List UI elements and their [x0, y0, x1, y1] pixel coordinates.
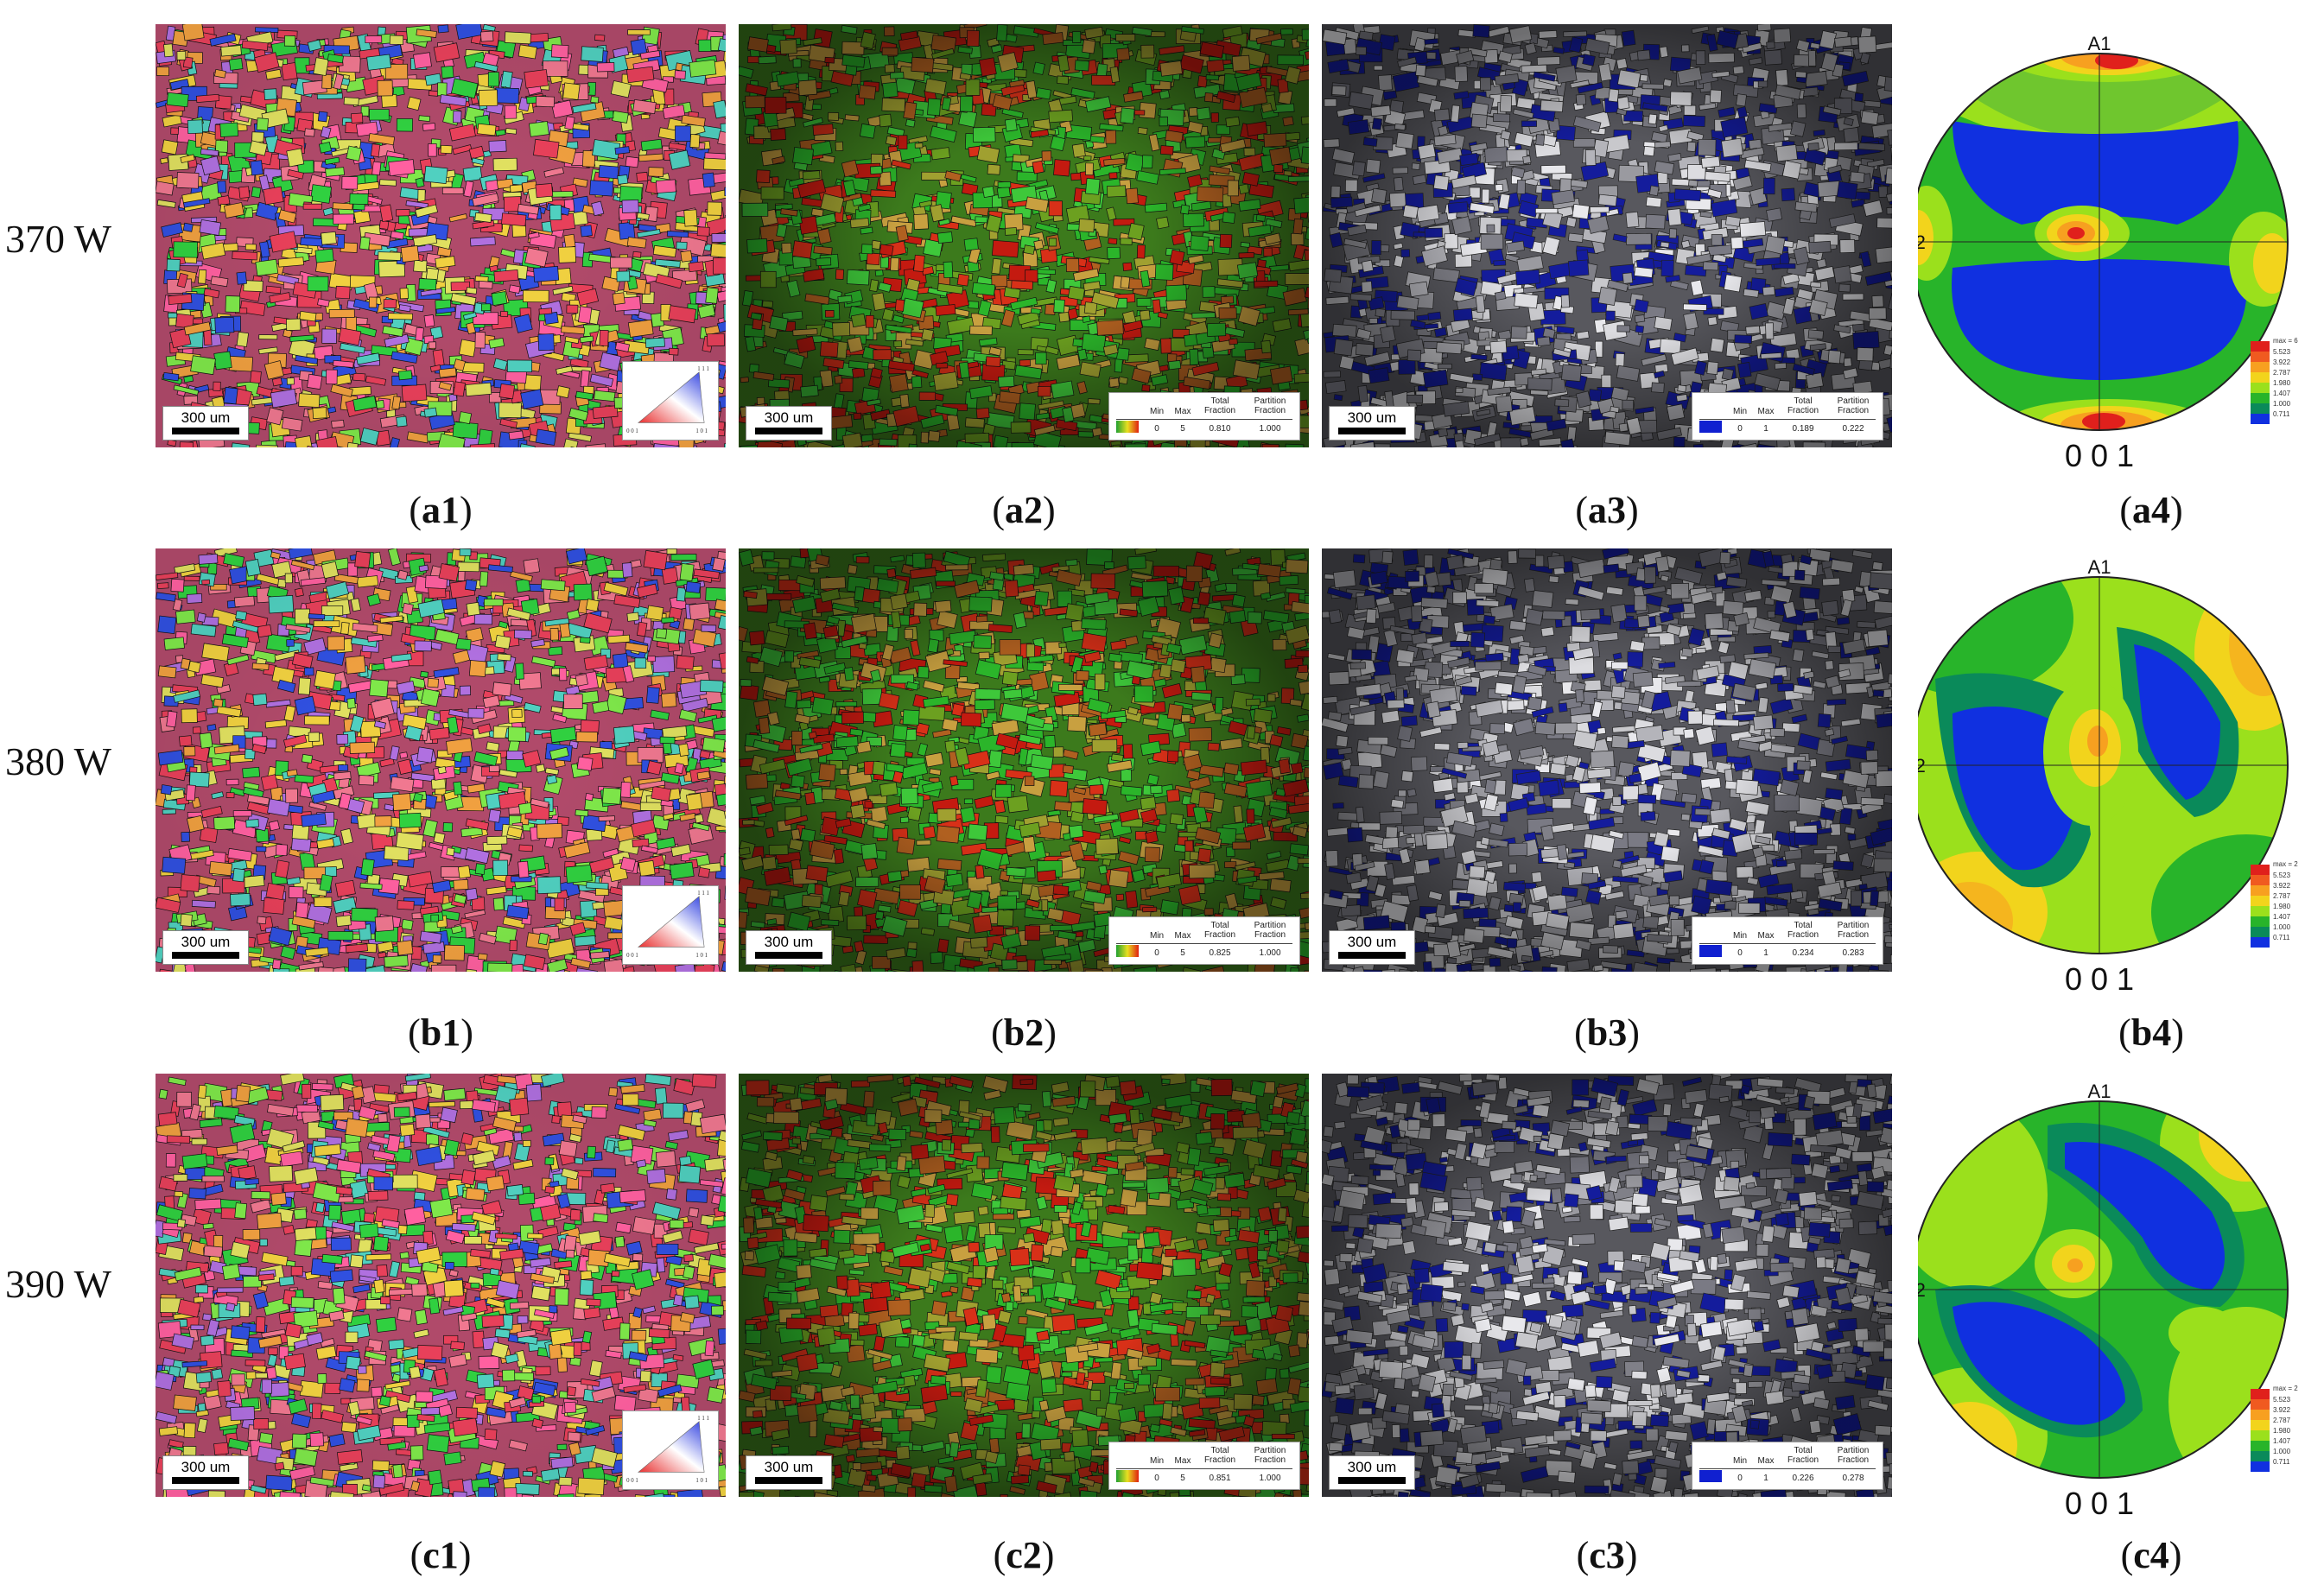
caption-a3: (a3) — [1575, 489, 1639, 531]
gos-map-c3: 300 um Min Max Total Fraction Partition … — [1322, 1074, 1892, 1497]
row-label-380w: 380 W — [5, 739, 112, 783]
pole-figure-b4: A1 A2 0 0 1 max = 2.821 5.523 3.922 2.78… — [1902, 549, 2312, 1033]
gos-map-b3: 300 um Min Max Total Fraction Partition … — [1322, 548, 1892, 972]
contour-legend: max = 2.888 5.523 3.922 2.787 1.980 1.40… — [2251, 1385, 2312, 1472]
grain-texture — [1322, 548, 1892, 972]
scale-bar: 300 um — [746, 1455, 832, 1490]
svg-text:max = 6.133: max = 6.133 — [2273, 337, 2298, 345]
caption-c1: (c1) — [410, 1534, 472, 1576]
row-label-390w: 390 W — [5, 1262, 112, 1306]
ebsd-ipf-map-b1: 300 um 1 1 1 0 0 1 1 0 1 — [156, 548, 726, 972]
svg-text:0.711: 0.711 — [2273, 410, 2290, 418]
legend-gradient-swatch — [1116, 945, 1139, 957]
caption-c4: (c4) — [2120, 1534, 2182, 1576]
svg-text:1.407: 1.407 — [2273, 390, 2291, 397]
scale-bar: 300 um — [162, 1455, 249, 1490]
kam-map-c2: 300 um Min Max Total Fraction Partition … — [739, 1074, 1309, 1497]
svg-text:A2: A2 — [1918, 231, 1926, 253]
caption-b2: (b2) — [991, 1011, 1057, 1054]
caption-c2: (c2) — [993, 1534, 1055, 1576]
kam-legend: Min Max Total Fraction Partition Fractio… — [1108, 392, 1300, 441]
scale-bar: 300 um — [162, 930, 249, 965]
ipf-color-key: 1 1 1 0 0 1 1 0 1 — [622, 361, 719, 441]
kam-legend: Min Max Total Fraction Partition Fractio… — [1108, 916, 1300, 965]
pole-figure-svg: A1 A2 0 0 1 max = 6.133 5.523 3.922 2.78… — [1902, 33, 2312, 473]
svg-text:2.787: 2.787 — [2273, 369, 2291, 377]
grain-texture — [1322, 24, 1892, 447]
gos-legend: Min Max Total Fraction Partition Fractio… — [1692, 1442, 1883, 1490]
grain-texture — [1322, 1074, 1892, 1497]
svg-text:5.523: 5.523 — [2273, 348, 2291, 356]
gos-map-a3: 300 um Min Max Total Fraction Partition … — [1322, 24, 1892, 447]
ebsd-ipf-map-a1: 300 um 1 1 1 0 0 1 1 0 1 — [156, 24, 726, 447]
svg-text:1 1 1: 1 1 1 — [697, 366, 709, 372]
legend-blue-swatch — [1699, 1470, 1722, 1482]
row-label-370w: 370 W — [5, 217, 112, 261]
caption-b1: (b1) — [408, 1011, 473, 1054]
ipf-color-key: 1 1 1 0 0 1 1 0 1 — [622, 885, 719, 965]
legend-gradient-swatch — [1116, 1470, 1139, 1482]
grain-texture — [739, 24, 1309, 447]
scale-bar: 300 um — [746, 406, 832, 441]
pole-figure-a4: A1 A2 0 0 1 max = 6.133 5.523 3.922 2.78… — [1902, 26, 2312, 510]
scale-bar: 300 um — [746, 930, 832, 965]
pole-figure-c4: A1 A2 0 0 1 max = 2.888 5.523 3.922 2.78… — [1902, 1074, 2312, 1557]
legend-gradient-swatch — [1116, 421, 1139, 433]
contour-legend: max = 2.821 5.523 3.922 2.787 1.980 1.40… — [2251, 860, 2312, 948]
kam-map-b2: 300 um Min Max Total Fraction Partition … — [739, 548, 1309, 972]
scale-bar: 300 um — [1329, 406, 1415, 441]
svg-text:0 0 1: 0 0 1 — [626, 428, 638, 434]
caption-b4: (b4) — [2118, 1011, 2184, 1054]
caption-a2: (a2) — [992, 489, 1056, 531]
grain-texture — [739, 548, 1309, 972]
gos-legend: Min Max Total Fraction Partition Fractio… — [1692, 916, 1883, 965]
gos-legend: Min Max Total Fraction Partition Fractio… — [1692, 392, 1883, 441]
ipf-color-key: 1 1 1 0 0 1 1 0 1 — [622, 1410, 719, 1490]
svg-text:1 0 1: 1 0 1 — [695, 428, 708, 434]
caption-c3: (c3) — [1576, 1534, 1638, 1576]
ebsd-ipf-map-c1: 300 um 1 1 1 0 0 1 1 0 1 — [156, 1074, 726, 1497]
legend-blue-swatch — [1699, 421, 1722, 433]
svg-text:1.980: 1.980 — [2273, 379, 2291, 387]
contour-legend: max = 6.133 5.523 3.922 2.787 1.980 1.40… — [2251, 337, 2312, 424]
svg-text:A1: A1 — [2088, 33, 2111, 54]
scale-bar: 300 um — [162, 406, 249, 441]
svg-text:3.922: 3.922 — [2273, 358, 2291, 366]
caption-a4: (a4) — [2119, 489, 2183, 531]
scale-bar: 300 um — [1329, 1455, 1415, 1490]
caption-a1: (a1) — [409, 489, 473, 531]
scale-bar: 300 um — [1329, 930, 1415, 965]
grain-texture — [739, 1074, 1309, 1497]
svg-text:1.000: 1.000 — [2273, 400, 2291, 408]
caption-b3: (b3) — [1574, 1011, 1640, 1054]
kam-map-a2: 300 um Min Max Total Fraction Partition … — [739, 24, 1309, 447]
legend-blue-swatch — [1699, 945, 1722, 957]
kam-legend: Min Max Total Fraction Partition Fractio… — [1108, 1442, 1300, 1490]
pole-figure-svg: A1 A2 0 0 1 max = 2.821 5.523 3.922 2.78… — [1902, 556, 2312, 997]
svg-text:0 0 1: 0 0 1 — [2065, 438, 2134, 473]
grain-texture — [156, 24, 726, 447]
pole-figure-svg: A1 A2 0 0 1 max = 2.888 5.523 3.922 2.78… — [1902, 1081, 2312, 1521]
